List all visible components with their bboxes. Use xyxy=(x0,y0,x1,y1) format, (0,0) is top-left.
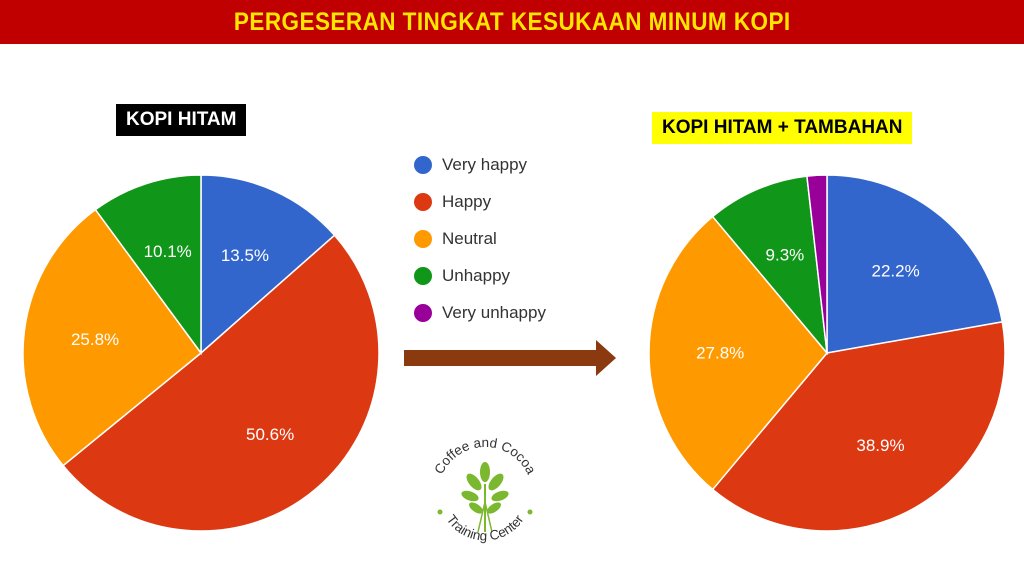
legend-swatch-very-happy xyxy=(414,155,432,174)
legend-item-happy: Happy xyxy=(414,183,546,220)
legend-item-neutral: Neutral xyxy=(414,220,546,257)
page-title: PERGESERAN TINGKAT KESUKAAN MINUM KOPI xyxy=(233,7,791,36)
slice-label-happy: 38.9% xyxy=(856,436,904,455)
legend-swatch-unhappy xyxy=(414,266,432,285)
legend-swatch-neutral xyxy=(414,229,432,248)
pie-slice-happy xyxy=(711,320,1006,532)
legend-label-neutral: Neutral xyxy=(442,228,497,248)
pie-slice-happy xyxy=(62,234,380,532)
slice-label-unhappy: 9.3% xyxy=(766,245,805,264)
pie-slice-unhappy xyxy=(94,174,202,356)
legend-label-unhappy: Unhappy xyxy=(442,265,511,285)
pie-chart-kopi-hitam-tambahan: 22.2% 38.9% 27.8% 9.3% xyxy=(648,174,1006,532)
coffee-plant-icon xyxy=(437,462,533,533)
legend-item-unhappy: Unhappy xyxy=(414,257,546,294)
slice-label-unhappy: 10.1% xyxy=(144,242,192,261)
pie-chart-kopi-hitam: 13.5% 50.6% 25.8% 10.1% xyxy=(22,174,380,532)
slice-label-neutral: 27.8% xyxy=(696,344,744,363)
slice-label-very-happy: 13.5% xyxy=(221,246,269,265)
chart-legend: Very happy Happy Neutral Unhappy Very un… xyxy=(414,146,546,331)
coffee-cocoa-logo: Coffee and Cocoa Training Center xyxy=(431,435,539,544)
slice-label-neutral: 25.8% xyxy=(71,330,119,349)
pie-slice-very-happy xyxy=(826,174,1004,354)
arrow-right-icon xyxy=(404,340,616,376)
slice-label-very-happy: 22.2% xyxy=(871,262,919,281)
legend-label-very-unhappy: Very unhappy xyxy=(442,302,546,322)
pie-slice-neutral xyxy=(22,208,203,467)
legend-item-very-unhappy: Very unhappy xyxy=(414,294,546,331)
legend-swatch-very-unhappy xyxy=(414,303,432,322)
pie-slice-very-unhappy xyxy=(806,174,828,354)
legend-label-happy: Happy xyxy=(442,191,492,211)
pie-title-kopi-hitam: KOPI HITAM xyxy=(116,104,247,136)
pie-slice-very-happy xyxy=(200,174,336,355)
slice-label-happy: 50.6% xyxy=(246,425,294,444)
title-banner: PERGESERAN TINGKAT KESUKAAN MINUM KOPI xyxy=(0,0,1024,44)
pie-title-kopi-hitam-tambahan: KOPI HITAM + TAMBAHAN xyxy=(652,112,913,144)
legend-label-very-happy: Very happy xyxy=(442,154,528,174)
legend-swatch-happy xyxy=(414,192,432,211)
pie-slice-unhappy xyxy=(711,175,829,356)
pie-slice-neutral xyxy=(648,215,828,491)
legend-item-very-happy: Very happy xyxy=(414,146,546,183)
